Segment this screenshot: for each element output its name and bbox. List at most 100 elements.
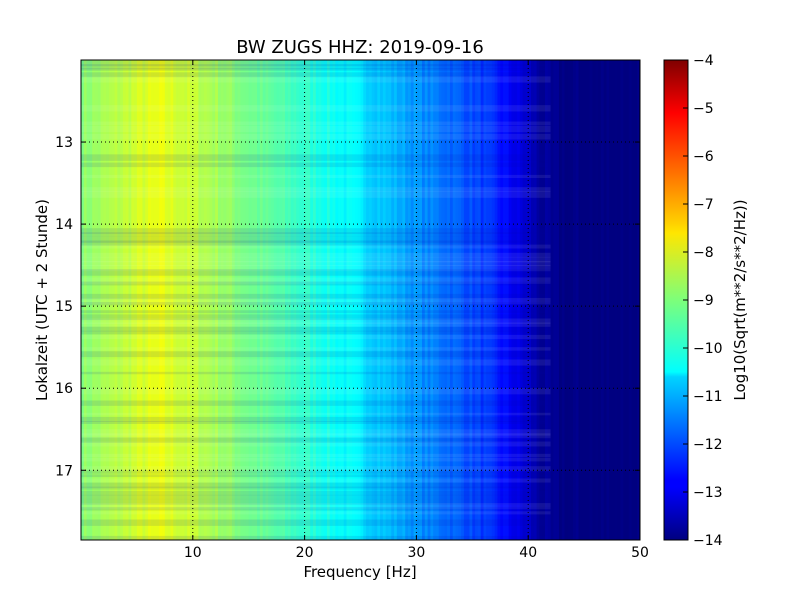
heatmap-column <box>136 60 141 540</box>
heatmap-column <box>402 60 406 540</box>
heatmap-band <box>81 503 551 510</box>
heatmap-column <box>505 60 510 540</box>
heatmap-column <box>307 60 311 540</box>
y-tick-label: 14 <box>55 217 73 233</box>
heatmap-column <box>220 60 225 540</box>
heatmap-column <box>477 60 482 540</box>
heatmap-column <box>609 60 613 540</box>
heatmap-band <box>81 240 551 246</box>
heatmap-column <box>354 60 359 540</box>
heatmap-band <box>81 277 551 284</box>
heatmap-column <box>153 60 158 540</box>
heatmap-column <box>156 60 160 540</box>
heatmap-column <box>438 60 443 540</box>
heatmap-column <box>279 60 283 540</box>
heatmap-band <box>81 322 551 327</box>
heatmap-band <box>81 310 551 314</box>
heatmap-column <box>581 60 585 540</box>
heatmap-band <box>81 330 551 335</box>
heatmap-column <box>217 60 222 540</box>
heatmap-column <box>178 60 183 540</box>
colorbar-tick-label: −10 <box>693 341 723 357</box>
heatmap-column <box>374 60 378 540</box>
heatmap-column <box>368 60 373 540</box>
x-axis: 10 20 30 40 50 <box>184 60 649 561</box>
heatmap-column <box>81 60 85 540</box>
heatmap-band <box>81 318 551 324</box>
heatmap-column <box>634 60 638 540</box>
heatmap-band <box>81 437 551 443</box>
colorbar-tick-label: −14 <box>693 533 723 549</box>
heatmap-column <box>310 60 314 540</box>
heatmap-band <box>81 162 551 168</box>
heatmap-column <box>550 60 554 540</box>
heatmap-column <box>240 60 244 540</box>
heatmap-column <box>413 60 417 540</box>
heatmap-column <box>234 60 239 540</box>
heatmap-column <box>427 60 431 540</box>
heatmap-column <box>503 60 507 540</box>
colorbar-tick-label: −11 <box>693 389 723 405</box>
heatmap-column <box>360 60 364 540</box>
heatmap-column <box>637 60 640 540</box>
colorbar-tick-label: −7 <box>693 197 714 213</box>
heatmap-column <box>181 60 186 540</box>
heatmap-column <box>301 60 306 540</box>
heatmap-band <box>81 519 551 526</box>
heatmap-column <box>461 60 465 540</box>
heatmap-column <box>444 60 448 540</box>
heatmap-column <box>276 60 281 540</box>
heatmap-band <box>81 228 551 234</box>
heatmap-column <box>497 60 501 540</box>
colorbar-tick-label: −8 <box>693 245 714 261</box>
heatmap-column <box>614 60 619 540</box>
heatmap-column <box>561 60 566 540</box>
heatmap-column <box>489 60 493 540</box>
heatmap-column <box>620 60 624 540</box>
colorbar-tick-label: −9 <box>693 293 714 309</box>
heatmap-column <box>287 60 292 540</box>
heatmap-column <box>472 60 476 540</box>
heatmap-band <box>81 412 551 416</box>
heatmap-column <box>299 60 303 540</box>
plot-area <box>81 60 640 540</box>
heatmap-band <box>81 511 551 515</box>
heatmap-column <box>626 60 630 540</box>
heatmap-band <box>81 457 551 462</box>
heatmap-column <box>215 60 219 540</box>
heatmap-column <box>162 60 166 540</box>
heatmap-column <box>508 60 513 540</box>
heatmap-column <box>595 60 599 540</box>
heatmap-column <box>430 60 434 540</box>
heatmap-column <box>377 60 381 540</box>
heatmap-column <box>570 60 574 540</box>
heatmap-column <box>100 60 104 540</box>
heatmap-column <box>410 60 415 540</box>
heatmap-band <box>81 297 551 305</box>
heatmap-band <box>81 314 551 321</box>
heatmap-band <box>81 478 551 483</box>
heatmap-column <box>114 60 118 540</box>
heatmap-band <box>81 187 551 192</box>
heatmap-column <box>435 60 440 540</box>
heatmap-column <box>184 60 188 540</box>
heatmap-column <box>209 60 213 540</box>
heatmap-column <box>589 60 594 540</box>
heatmap-column <box>245 60 250 540</box>
heatmap-column <box>528 60 532 540</box>
heatmap-band <box>81 474 551 478</box>
heatmap-column <box>352 60 356 540</box>
heatmap-column <box>108 60 113 540</box>
heatmap-column <box>586 60 591 540</box>
heatmap-band <box>81 68 551 71</box>
x-tick-label: 50 <box>631 545 649 561</box>
heatmap-column <box>92 60 96 540</box>
heatmap-column <box>547 60 552 540</box>
heatmap-column <box>259 60 264 540</box>
heatmap-band <box>81 498 551 505</box>
heatmap-column <box>452 60 457 540</box>
heatmap-column <box>131 60 135 540</box>
y-tick-label: 15 <box>55 299 73 315</box>
heatmap-column <box>122 60 127 540</box>
heatmap-column <box>380 60 384 540</box>
